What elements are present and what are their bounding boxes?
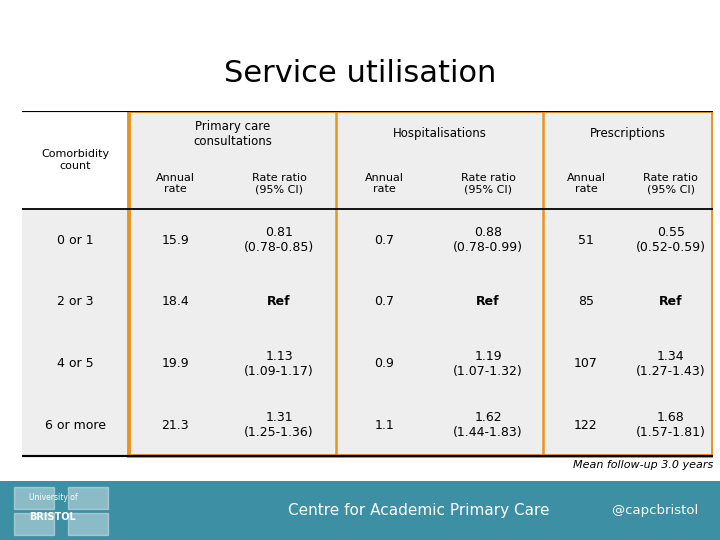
Text: 0.81
(0.78-0.85): 0.81 (0.78-0.85)	[244, 226, 314, 254]
Text: BRISTOL: BRISTOL	[29, 512, 76, 522]
Text: Ref: Ref	[659, 295, 683, 308]
Text: Ref: Ref	[477, 295, 500, 308]
Text: 1.68
(1.57-1.81): 1.68 (1.57-1.81)	[636, 411, 706, 440]
Bar	[14, 512, 54, 535]
Text: 0 or 1: 0 or 1	[57, 234, 94, 247]
Text: 19.9: 19.9	[161, 357, 189, 370]
Text: 1.34
(1.27-1.43): 1.34 (1.27-1.43)	[636, 350, 706, 377]
Bar	[68, 487, 108, 509]
Text: Prescriptions: Prescriptions	[590, 127, 666, 140]
Text: 1.13
(1.09-1.17): 1.13 (1.09-1.17)	[244, 350, 314, 377]
Text: 21.3: 21.3	[161, 419, 189, 432]
Text: Comorbidity
count: Comorbidity count	[41, 149, 109, 171]
Text: 0.7: 0.7	[374, 295, 395, 308]
Text: Primary care
consultations: Primary care consultations	[193, 120, 272, 148]
Text: 2 or 3: 2 or 3	[57, 295, 94, 308]
Text: 15.9: 15.9	[161, 234, 189, 247]
Text: 1.62
(1.44-1.83): 1.62 (1.44-1.83)	[454, 411, 523, 440]
Bar	[68, 512, 108, 535]
Text: 6 or more: 6 or more	[45, 419, 106, 432]
Text: 0.7: 0.7	[374, 234, 395, 247]
Text: 18.4: 18.4	[161, 295, 189, 308]
Text: 4 or 5: 4 or 5	[57, 357, 94, 370]
Text: 1.19
(1.07-1.32): 1.19 (1.07-1.32)	[454, 350, 523, 377]
Bar	[22, 111, 129, 210]
Text: 0.55
(0.52-0.59): 0.55 (0.52-0.59)	[636, 226, 706, 254]
Text: 0.88
(0.78-0.99): 0.88 (0.78-0.99)	[453, 226, 523, 254]
Text: 1.31
(1.25-1.36): 1.31 (1.25-1.36)	[244, 411, 314, 440]
Text: University of: University of	[29, 492, 78, 502]
Text: 0.9: 0.9	[374, 357, 395, 370]
Text: Annual
rate: Annual rate	[365, 173, 404, 194]
Text: 107: 107	[574, 357, 598, 370]
Text: 122: 122	[574, 419, 598, 432]
Text: 1.1: 1.1	[374, 419, 395, 432]
Text: Service utilisation: Service utilisation	[224, 59, 496, 88]
Text: Rate ratio
(95% CI): Rate ratio (95% CI)	[461, 173, 516, 194]
Text: Annual
rate: Annual rate	[567, 173, 606, 194]
Text: Rate ratio
(95% CI): Rate ratio (95% CI)	[251, 173, 307, 194]
Text: Hospitalisations: Hospitalisations	[393, 127, 487, 140]
Bar	[14, 487, 54, 509]
Text: Annual
rate: Annual rate	[156, 173, 195, 194]
Text: Centre for Academic Primary Care: Centre for Academic Primary Care	[288, 503, 549, 518]
Text: ⁠@capcbristol: ⁠@capcbristol	[612, 504, 698, 517]
Bar	[129, 111, 713, 456]
Text: Ref: Ref	[267, 295, 291, 308]
Text: 51: 51	[578, 234, 594, 247]
Text: 85: 85	[578, 295, 594, 308]
Text: Rate ratio
(95% CI): Rate ratio (95% CI)	[643, 173, 698, 194]
Text: Mean follow-up 3.0 years: Mean follow-up 3.0 years	[572, 460, 713, 470]
